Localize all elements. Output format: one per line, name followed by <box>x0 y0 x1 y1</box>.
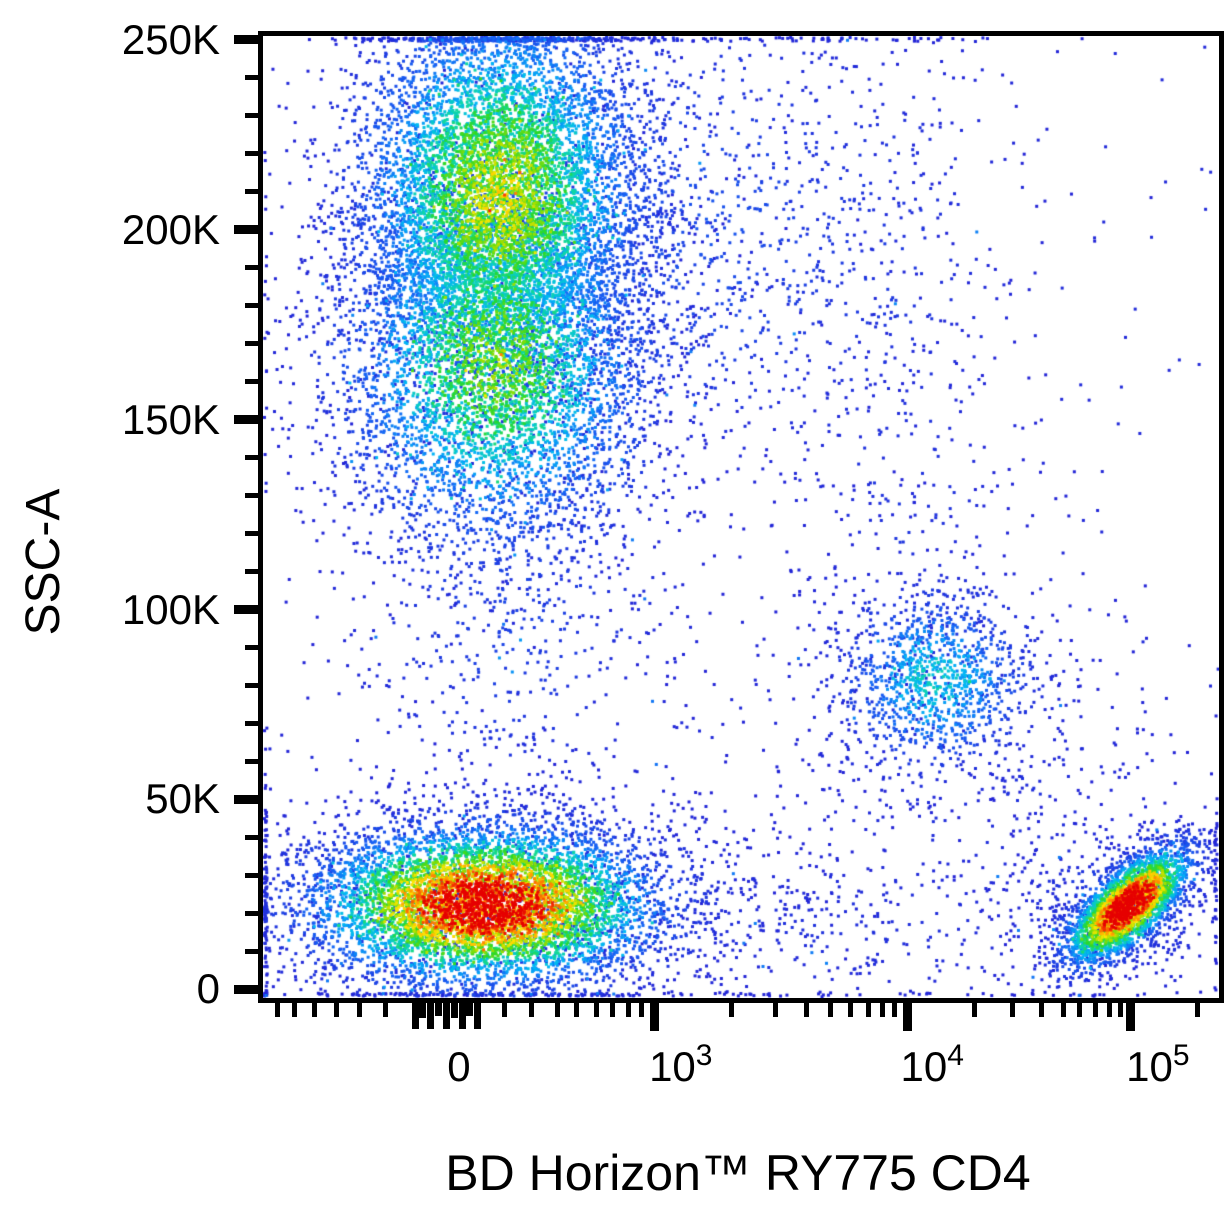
x-minor-tick <box>1076 1003 1082 1017</box>
y-minor-tick <box>245 683 258 688</box>
x-minor-tick <box>502 1003 508 1017</box>
y-minor-tick <box>245 910 258 916</box>
x-minor-tick <box>529 1003 535 1017</box>
x-tick-label: 103 <box>649 1039 712 1093</box>
x-minor-tick <box>879 1003 885 1017</box>
y-minor-tick <box>245 113 258 119</box>
y-minor-tick <box>245 75 258 81</box>
x-tick-label-exponent: 3 <box>695 1039 713 1072</box>
y-minor-tick <box>245 720 258 726</box>
y-tick-label: 250K <box>121 15 220 63</box>
y-major-tick <box>234 35 258 45</box>
x-tick-label: 105 <box>1126 1039 1189 1093</box>
x-zero-region-tick <box>411 1003 419 1029</box>
x-tick-label-base: 10 <box>649 1043 696 1090</box>
y-major-tick <box>234 225 258 235</box>
x-minor-tick <box>1038 1003 1044 1017</box>
x-minor-tick <box>292 1003 298 1017</box>
y-tick-label: 150K <box>121 395 220 443</box>
y-minor-tick <box>245 151 258 157</box>
x-minor-tick <box>1010 1003 1015 1017</box>
y-tick-label: 100K <box>121 585 220 633</box>
x-minor-tick <box>772 1003 778 1017</box>
y-minor-tick <box>245 872 258 878</box>
y-minor-tick <box>245 455 258 461</box>
x-minor-tick <box>382 1003 388 1017</box>
x-major-tick <box>1125 1003 1135 1031</box>
scatter-density-canvas <box>263 36 1219 998</box>
x-axis-title: BD Horizon™ RY775 CD4 <box>445 1145 1031 1201</box>
x-minor-tick <box>1194 1003 1200 1017</box>
x-minor-tick <box>594 1003 600 1017</box>
x-zero-region-tick <box>419 1003 427 1018</box>
y-minor-tick <box>245 645 258 651</box>
y-tick-label: 50K <box>145 775 220 823</box>
x-minor-tick <box>804 1003 810 1017</box>
y-minor-tick <box>245 265 258 271</box>
y-major-tick <box>234 794 258 804</box>
y-minor-tick <box>245 758 258 764</box>
x-tick-label-exponent: 5 <box>1172 1039 1190 1072</box>
x-tick-label-base: 0 <box>447 1043 471 1090</box>
x-zero-region-tick <box>458 1003 466 1029</box>
y-minor-tick <box>245 493 258 499</box>
x-minor-tick <box>312 1003 318 1017</box>
x-zero-region-tick <box>427 1003 435 1029</box>
x-minor-tick <box>828 1003 834 1017</box>
x-major-tick <box>650 1003 660 1031</box>
y-minor-tick <box>245 531 258 537</box>
x-minor-tick <box>554 1003 560 1017</box>
x-zero-region-tick <box>450 1003 458 1018</box>
x-zero-region-tick <box>435 1003 443 1016</box>
y-minor-tick <box>245 189 258 195</box>
x-minor-tick <box>574 1003 580 1017</box>
y-major-tick <box>234 415 258 425</box>
x-minor-tick <box>1093 1003 1099 1017</box>
x-minor-tick <box>610 1003 616 1017</box>
y-major-tick <box>234 605 258 615</box>
x-minor-tick <box>865 1003 871 1017</box>
x-tick-label-base: 10 <box>900 1043 948 1090</box>
y-minor-tick <box>245 948 258 954</box>
y-minor-tick <box>245 341 258 347</box>
x-minor-tick <box>274 1003 280 1017</box>
x-minor-tick <box>1106 1003 1112 1017</box>
y-minor-tick <box>245 569 258 575</box>
x-minor-tick <box>357 1003 363 1017</box>
x-major-tick <box>902 1003 912 1031</box>
x-zero-region-tick <box>466 1003 474 1016</box>
x-minor-tick <box>892 1003 898 1017</box>
x-tick-label-base: 10 <box>1126 1043 1173 1090</box>
y-major-tick <box>234 984 258 994</box>
x-minor-tick <box>334 1003 340 1017</box>
y-tick-label: 200K <box>121 205 220 253</box>
y-minor-tick <box>245 834 258 840</box>
x-minor-tick <box>971 1003 977 1017</box>
x-tick-label: 0 <box>447 1046 470 1088</box>
x-minor-tick <box>1118 1003 1124 1017</box>
y-axis-title: SSC-A <box>17 488 70 636</box>
x-zero-region-tick <box>442 1003 450 1029</box>
x-tick-label: 104 <box>900 1039 963 1093</box>
y-tick-label: 0 <box>196 965 220 1013</box>
x-minor-tick <box>1060 1003 1066 1017</box>
x-minor-tick <box>848 1003 854 1017</box>
x-zero-region-tick <box>474 1003 482 1029</box>
x-minor-tick <box>728 1003 734 1017</box>
x-minor-tick <box>639 1003 645 1017</box>
y-minor-tick <box>245 379 258 385</box>
x-tick-label-exponent: 4 <box>947 1039 964 1072</box>
y-minor-tick <box>245 303 258 309</box>
x-minor-tick <box>625 1003 631 1017</box>
